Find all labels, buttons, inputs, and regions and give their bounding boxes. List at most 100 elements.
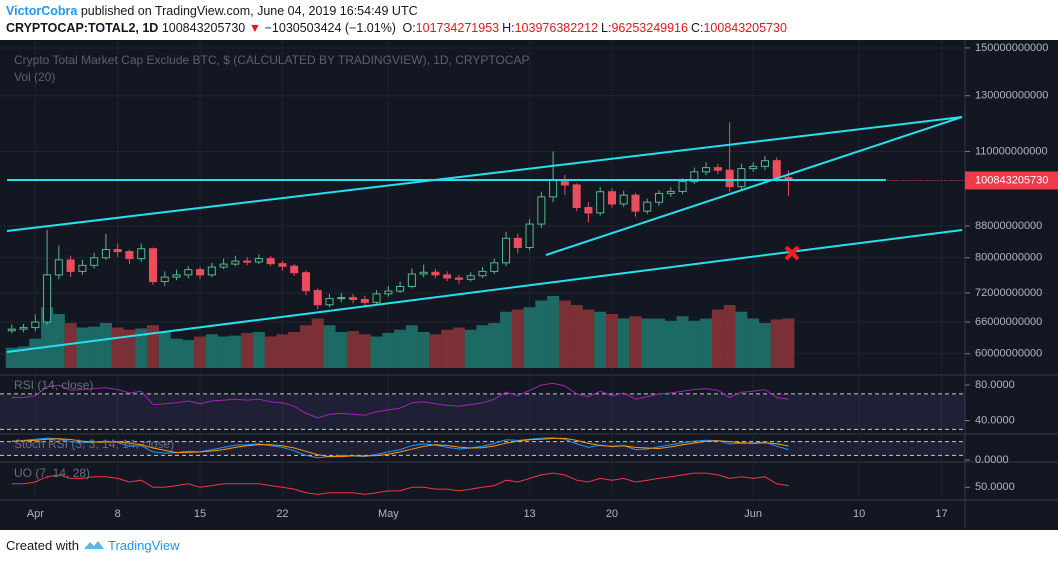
candle-body [325, 298, 334, 306]
volume-bar [217, 336, 230, 368]
candle-body [572, 184, 581, 209]
volume-bar [641, 318, 654, 368]
y-tick-label: 72000000000 [975, 287, 1042, 299]
candle-body [502, 237, 511, 264]
indicator-line [11, 437, 789, 458]
volume-bar [405, 325, 418, 368]
candle-body [584, 207, 593, 214]
candle-body [619, 194, 628, 205]
footer: Created with TradingView [6, 538, 180, 553]
y-tick-label: 66000000000 [975, 316, 1042, 328]
candle-body [19, 327, 28, 330]
volume-bar [700, 318, 713, 368]
volume-bar [311, 318, 324, 368]
volume-bar [617, 318, 630, 368]
candle-body [454, 277, 463, 280]
chart-title: Crypto Total Market Cap Exclude BTC, $ (… [14, 53, 529, 67]
ohlc-value: 100843205730 [703, 21, 787, 35]
x-tick-label: 10 [853, 508, 865, 520]
candle-body [90, 257, 99, 266]
ohlc-label: C: [690, 21, 704, 35]
candle-body [513, 237, 522, 249]
drawings [6, 116, 963, 353]
ohlc-value: 101734271953 [415, 21, 500, 35]
volume-bar [323, 325, 336, 368]
candle-body [31, 321, 40, 329]
candle-body [631, 194, 640, 212]
ohlc: O:101734271953 H:103976382212 L:9625324991… [399, 21, 786, 35]
volume-bar [276, 334, 289, 368]
indicator-line [11, 472, 789, 495]
volume-bar [664, 320, 677, 368]
volume-bar [547, 296, 560, 368]
logo [83, 541, 104, 549]
y-tick-label: 40.0000 [975, 414, 1015, 426]
volume-bar [64, 323, 77, 368]
candle-body [466, 275, 475, 280]
indicator-line [11, 437, 789, 459]
y-tick-label: 110000000000 [975, 145, 1048, 157]
ohlc-label: H: [502, 21, 515, 35]
volume-bar [17, 346, 30, 368]
candle-body [419, 271, 428, 275]
volume-bar [111, 327, 124, 368]
indicator-title: Stoch RSI (3, 3, 14, 14, close) [14, 437, 174, 451]
y-tick-label: 80.0000 [975, 379, 1015, 391]
candle-body [478, 270, 487, 277]
candle-body [43, 274, 52, 323]
ohlc-value: 96253249916 [611, 21, 688, 35]
volume-bar [158, 332, 171, 368]
footer-brand[interactable]: TradingView [108, 538, 180, 553]
logo-shape [83, 541, 104, 549]
trend-line [545, 116, 963, 256]
x-tick-label: 13 [523, 508, 535, 520]
y-tick-label: 88000000000 [975, 220, 1042, 232]
indicator-title: UO (7, 14, 28) [14, 466, 90, 480]
candle-body [525, 223, 534, 249]
candle-body [654, 192, 664, 203]
volume-bar [182, 340, 195, 368]
ohlc-value: 103976382212 [514, 21, 599, 35]
volume-bar [464, 329, 477, 368]
volume-bar [5, 347, 18, 368]
candle-body [196, 269, 205, 276]
trend-line [6, 229, 963, 353]
volume-bar [288, 332, 301, 368]
candle-body [384, 290, 393, 295]
candle-body [184, 269, 193, 276]
x-tick-label: 15 [194, 508, 206, 520]
candle-body [713, 167, 722, 171]
volume-bar [782, 318, 795, 368]
volume-bar [570, 305, 583, 368]
trend-line [6, 116, 963, 232]
candle-body [760, 160, 769, 167]
change: −1030503424 (−1.01%) [264, 21, 396, 35]
volume-bar [711, 309, 724, 368]
indicator-line [11, 382, 789, 419]
volume-bar [511, 309, 524, 368]
candle-body [254, 258, 263, 263]
candle-body [54, 259, 63, 276]
volume-bar [347, 331, 360, 368]
candle-body [113, 249, 122, 253]
indicator-title: RSI (14, close) [14, 378, 93, 392]
candle-body [690, 171, 699, 183]
ohlc-label: L: [601, 21, 612, 35]
candle-body [666, 190, 675, 194]
volume-bar [676, 316, 689, 368]
author[interactable]: VictorCobra [6, 4, 78, 18]
candle-body [772, 160, 781, 179]
volume-bar [394, 329, 407, 368]
candle-body [725, 169, 734, 188]
last: 100843205730 [161, 21, 246, 35]
cross-stroke [784, 245, 800, 261]
last-price-label: 100843205730 [975, 174, 1048, 186]
candle-body [431, 271, 440, 276]
candle-body [337, 297, 346, 300]
candle-body [372, 293, 381, 303]
candle-body [101, 249, 110, 259]
volume-bar [264, 336, 277, 368]
volume-bar [535, 300, 548, 368]
candle-body [407, 273, 416, 288]
volume-bar [653, 318, 666, 368]
